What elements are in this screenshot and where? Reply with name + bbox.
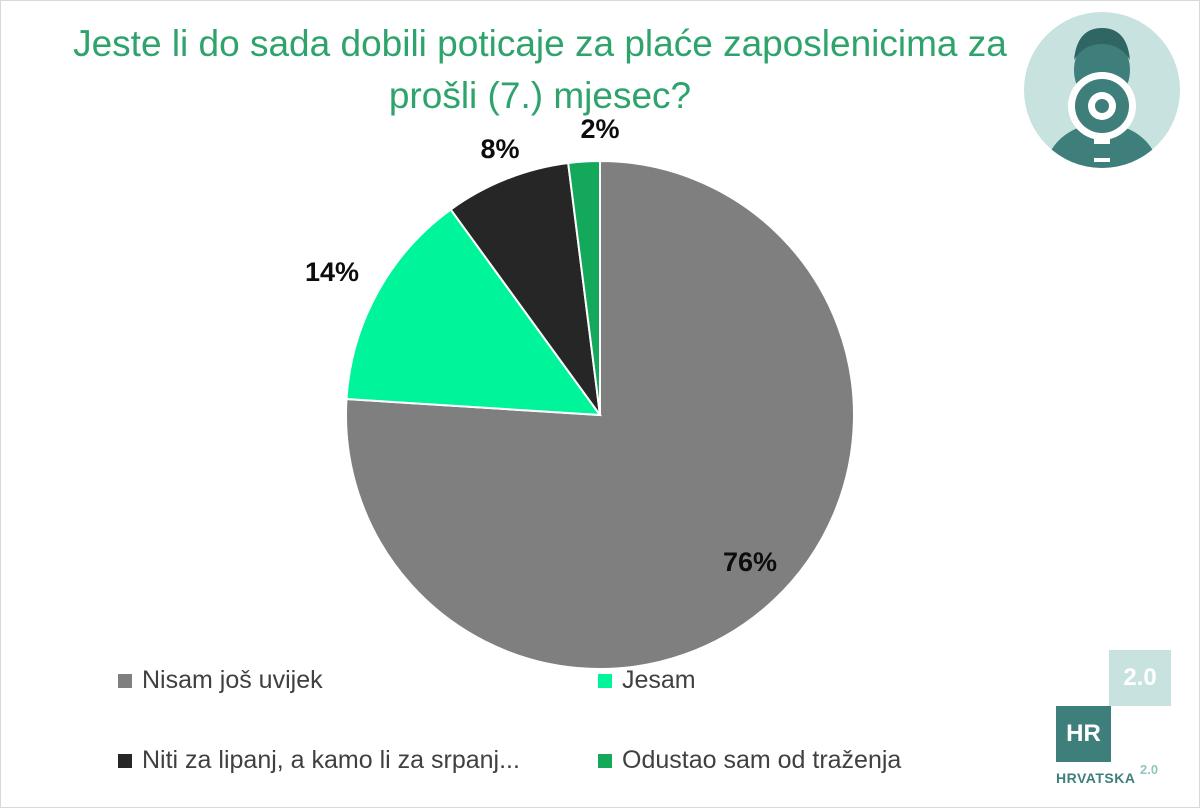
logo-hr-box: HR	[1056, 706, 1111, 762]
data-label-nisam: 76%	[723, 547, 777, 577]
pie-slice-niti	[449, 161, 601, 416]
pie-slice-nisam	[345, 159, 855, 670]
legend-item-nisam: Nisam još uvijek	[118, 666, 323, 695]
logo-brand-text: HRVATSKA	[1056, 770, 1136, 786]
chart-title-line-1: Jeste li do sada dobili poticaje za plać…	[73, 23, 1007, 64]
data-label-niti: 8%	[480, 134, 519, 164]
pie-slice-odustao	[567, 159, 601, 416]
legend-label: Nisam još uvijek	[142, 666, 323, 694]
data-label-jesam: 14%	[305, 257, 359, 287]
legend-label: Jesam	[622, 666, 696, 694]
logo-version-text: 2.0	[1140, 762, 1159, 777]
legend-item-jesam: Jesam	[598, 666, 696, 695]
legend-swatch	[118, 673, 132, 688]
pie-slice-jesam	[345, 208, 603, 417]
legend-swatch	[598, 753, 612, 768]
legend-item-odustao: Odustao sam od traženja	[598, 746, 901, 775]
avatar-megaphone-icon	[1024, 12, 1180, 168]
logo-version-box: 2.0	[1109, 650, 1171, 706]
legend-label: Odustao sam od traženja	[622, 746, 902, 774]
legend-swatch	[598, 673, 612, 688]
legend-label: Niti za lipanj, a kamo li za srpanj...	[142, 746, 520, 774]
legend-item-niti: Niti za lipanj, a kamo li za srpanj...	[118, 746, 520, 775]
chart-title: Jeste li do sada dobili poticaje za plać…	[40, 18, 1040, 122]
legend-swatch	[118, 753, 132, 768]
hrvatska-logo: 2.0 HR HRVATSKA 2.0	[1056, 650, 1176, 800]
chart-title-line-2: prošli (7.) mjesec?	[388, 75, 692, 116]
data-label-odustao: 2%	[580, 114, 619, 144]
